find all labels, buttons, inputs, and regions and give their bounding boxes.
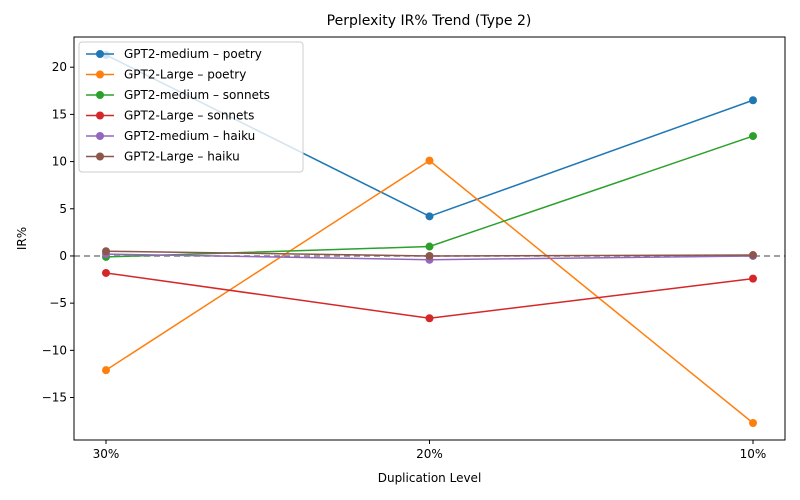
x-axis-label: Duplication Level bbox=[378, 471, 482, 485]
y-tick-label: 10 bbox=[52, 155, 67, 169]
legend-swatch-marker bbox=[96, 152, 104, 161]
data-point-5-1 bbox=[425, 251, 434, 260]
data-point-2-1 bbox=[425, 242, 434, 251]
x-axis: 30% 20% 10% bbox=[93, 440, 767, 461]
legend-entry: GPT2-Large – haiku bbox=[124, 150, 240, 164]
legend-swatch-marker bbox=[96, 91, 104, 99]
plot-area bbox=[74, 50, 785, 428]
data-point-5-2 bbox=[749, 251, 757, 260]
y-axis: −15 −10 −5 0 5 10 15 20 bbox=[42, 60, 74, 405]
legend-box bbox=[78, 41, 304, 173]
chart-title: Perplexity IR% Trend (Type 2) bbox=[327, 13, 532, 29]
x-tick-label: 20% bbox=[416, 447, 443, 461]
y-tick-label: −15 bbox=[42, 391, 67, 405]
legend-swatch-marker bbox=[96, 70, 104, 79]
legend-entry: GPT2-Large – poetry bbox=[124, 68, 246, 82]
data-point-1-1 bbox=[425, 156, 434, 165]
data-point-3-2 bbox=[749, 274, 757, 283]
legend-swatch-marker bbox=[96, 50, 104, 58]
y-tick-label: 5 bbox=[59, 202, 67, 216]
x-tick-label: 30% bbox=[93, 447, 120, 461]
legend-entry: GPT2-Large – sonnets bbox=[124, 109, 254, 123]
y-tick-label: 15 bbox=[52, 107, 67, 121]
data-point-2-2 bbox=[749, 132, 757, 141]
series-line-1 bbox=[105, 159, 754, 424]
legend-entry: GPT2-medium – sonnets bbox=[124, 88, 270, 102]
y-tick-label: −10 bbox=[42, 343, 67, 357]
data-point-1-0 bbox=[102, 366, 110, 375]
y-tick-label: 20 bbox=[52, 60, 67, 74]
legend-entry: GPT2-medium – poetry bbox=[124, 47, 262, 61]
y-axis-label: IR% bbox=[15, 227, 29, 250]
data-point-0-1 bbox=[425, 212, 434, 221]
series-line-3 bbox=[105, 272, 754, 320]
data-point-3-0 bbox=[102, 268, 110, 277]
legend-swatch-marker bbox=[96, 132, 104, 140]
legend-entry: GPT2-medium – haiku bbox=[124, 129, 255, 143]
data-point-3-1 bbox=[425, 314, 434, 323]
legend: GPT2-medium – poetry GPT2-Large – poetry G… bbox=[78, 41, 304, 173]
y-tick-label: −5 bbox=[49, 296, 67, 310]
data-point-5-0 bbox=[102, 247, 110, 256]
x-tick-label: 10% bbox=[740, 447, 767, 461]
data-point-1-2 bbox=[749, 419, 757, 428]
y-tick-label: 0 bbox=[59, 249, 67, 263]
data-point-0-2 bbox=[749, 96, 757, 105]
legend-swatch-marker bbox=[96, 111, 104, 120]
